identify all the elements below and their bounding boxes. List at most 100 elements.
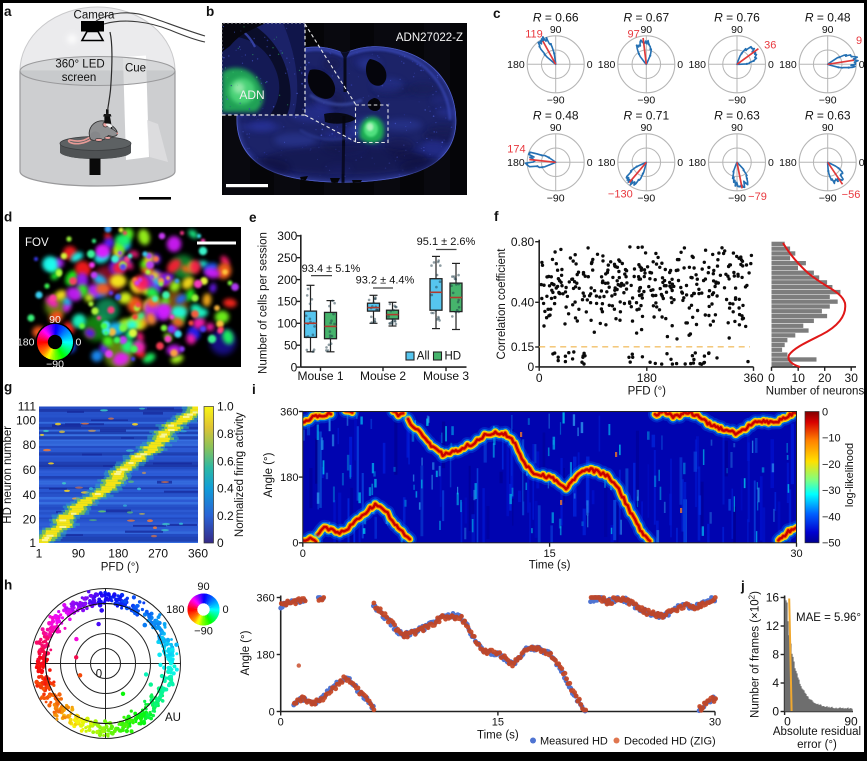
svg-text:Camera: Camera xyxy=(74,10,116,22)
svg-text:119: 119 xyxy=(525,29,543,41)
svg-text:−30: −30 xyxy=(822,485,841,497)
svg-text:90: 90 xyxy=(49,314,61,326)
svg-text:0: 0 xyxy=(822,406,828,418)
svg-text:0.15: 0.15 xyxy=(511,340,535,354)
svg-text:AU: AU xyxy=(165,712,181,724)
svg-text:360: 360 xyxy=(743,371,763,385)
svg-text:−10: −10 xyxy=(822,433,841,445)
svg-text:−90: −90 xyxy=(194,626,213,638)
svg-text:R = 0.66: R = 0.66 xyxy=(533,10,579,24)
svg-text:0: 0 xyxy=(587,157,593,169)
svg-text:0: 0 xyxy=(677,157,683,169)
svg-text:270: 270 xyxy=(148,547,168,561)
svg-text:200: 200 xyxy=(277,273,297,287)
svg-text:R = 0.76: R = 0.76 xyxy=(714,10,760,24)
svg-text:0: 0 xyxy=(300,548,306,560)
svg-text:360° LED: 360° LED xyxy=(55,59,104,71)
svg-text:HD neuron number: HD neuron number xyxy=(2,426,14,524)
svg-text:0: 0 xyxy=(217,536,224,550)
svg-text:0: 0 xyxy=(677,59,683,71)
svg-text:180: 180 xyxy=(688,157,706,169)
svg-text:d: d xyxy=(4,210,12,225)
svg-text:0: 0 xyxy=(768,157,774,169)
svg-text:15: 15 xyxy=(492,717,504,729)
svg-text:90: 90 xyxy=(550,122,562,134)
svg-text:90: 90 xyxy=(844,715,858,729)
svg-text:MAE = 5.96°: MAE = 5.96° xyxy=(796,612,861,624)
svg-text:−90: −90 xyxy=(547,94,565,106)
svg-text:R = 0.48: R = 0.48 xyxy=(533,108,579,122)
svg-text:9: 9 xyxy=(856,35,862,47)
svg-text:−40: −40 xyxy=(822,511,841,523)
svg-text:300: 300 xyxy=(277,229,297,243)
svg-text:93.4 ± 5.1%: 93.4 ± 5.1% xyxy=(302,263,361,275)
svg-text:−20: −20 xyxy=(822,459,841,471)
svg-text:180: 180 xyxy=(256,649,274,661)
svg-text:90: 90 xyxy=(640,24,652,36)
svg-text:95.1 ± 2.6%: 95.1 ± 2.6% xyxy=(417,236,476,248)
svg-text:90: 90 xyxy=(731,122,743,134)
svg-text:20: 20 xyxy=(818,371,832,385)
svg-text:−90: −90 xyxy=(819,94,837,106)
svg-text:90: 90 xyxy=(550,24,562,36)
svg-text:12: 12 xyxy=(766,619,780,633)
svg-text:log-likelihood: log-likelihood xyxy=(844,443,856,507)
svg-text:R = 0.63: R = 0.63 xyxy=(714,108,760,122)
svg-text:PFD (°): PFD (°) xyxy=(101,562,140,574)
svg-text:ADN27022-Z: ADN27022-Z xyxy=(396,32,463,44)
svg-text:i: i xyxy=(252,382,256,397)
svg-text:0.40: 0.40 xyxy=(511,296,535,310)
svg-text:100: 100 xyxy=(277,317,297,331)
svg-text:Mouse 1: Mouse 1 xyxy=(297,369,343,383)
svg-text:0: 0 xyxy=(859,59,865,71)
svg-text:90: 90 xyxy=(72,547,86,561)
svg-text:0.8: 0.8 xyxy=(217,427,234,441)
svg-text:HD: HD xyxy=(445,351,462,363)
svg-text:180: 180 xyxy=(688,59,706,71)
svg-text:g: g xyxy=(4,380,12,395)
svg-text:0: 0 xyxy=(768,371,775,385)
svg-text:−90: −90 xyxy=(547,192,565,204)
svg-text:1: 1 xyxy=(29,536,36,550)
svg-text:0.6: 0.6 xyxy=(217,454,234,468)
svg-text:Number of neurons: Number of neurons xyxy=(766,386,865,398)
svg-text:1: 1 xyxy=(36,547,43,561)
svg-text:R = 0.63: R = 0.63 xyxy=(805,108,851,122)
svg-text:ADN: ADN xyxy=(239,88,264,102)
svg-text:180: 180 xyxy=(280,472,298,484)
svg-text:Normalized firing activity: Normalized firing activity xyxy=(234,412,246,537)
svg-text:0: 0 xyxy=(536,371,543,385)
svg-text:180: 180 xyxy=(598,59,616,71)
svg-text:0: 0 xyxy=(859,157,865,169)
svg-text:Mouse 3: Mouse 3 xyxy=(423,369,469,383)
svg-text:0: 0 xyxy=(768,59,774,71)
svg-text:0: 0 xyxy=(772,705,779,719)
svg-text:Angle (°): Angle (°) xyxy=(263,452,275,497)
svg-text:36: 36 xyxy=(764,40,776,52)
svg-text:0: 0 xyxy=(223,604,229,616)
svg-text:e: e xyxy=(249,210,257,225)
svg-text:−90: −90 xyxy=(819,192,837,204)
svg-text:−79: −79 xyxy=(748,191,767,203)
svg-text:1.0: 1.0 xyxy=(217,400,234,414)
svg-text:−90: −90 xyxy=(728,192,746,204)
svg-text:90: 90 xyxy=(640,122,652,134)
svg-text:180: 180 xyxy=(507,157,525,169)
svg-text:Decoded HD (ZIG): Decoded HD (ZIG) xyxy=(624,736,716,748)
svg-text:−130: −130 xyxy=(608,188,633,200)
svg-text:30: 30 xyxy=(845,371,859,385)
svg-text:180: 180 xyxy=(779,157,797,169)
svg-text:0.2: 0.2 xyxy=(217,509,234,523)
svg-text:Time (s): Time (s) xyxy=(477,730,519,742)
svg-text:0.80: 0.80 xyxy=(511,235,535,249)
svg-text:0: 0 xyxy=(587,59,593,71)
svg-text:0: 0 xyxy=(292,538,298,550)
svg-text:−90: −90 xyxy=(728,94,746,106)
svg-text:0: 0 xyxy=(96,669,102,681)
svg-text:h: h xyxy=(4,578,12,593)
svg-text:360: 360 xyxy=(256,592,274,604)
svg-text:−56: −56 xyxy=(842,189,861,201)
svg-text:20: 20 xyxy=(23,513,37,527)
svg-text:PFD (°): PFD (°) xyxy=(628,386,667,398)
svg-text:Measured HD: Measured HD xyxy=(540,736,608,748)
